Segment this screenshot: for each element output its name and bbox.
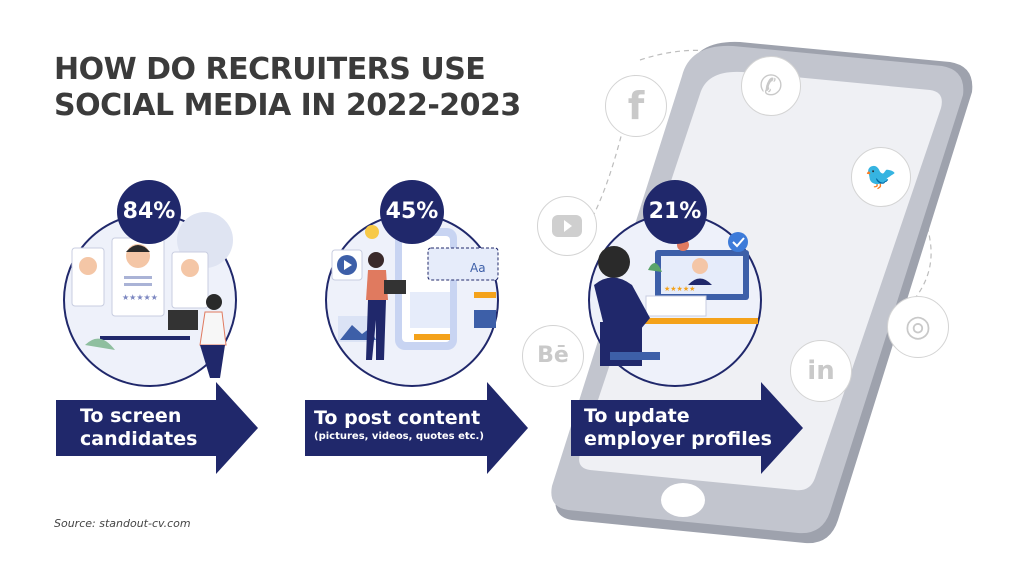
font-sample-text: Aa <box>470 261 486 275</box>
stars-text: ★★★★★ <box>122 293 158 302</box>
arrow-shape-3 <box>571 382 803 474</box>
source-note: Source: standout-cv.com <box>54 517 191 530</box>
arrow-2-subtext: (pictures, videos, quotes etc.) <box>314 431 484 442</box>
page-title: HOW DO RECRUITERS USE SOCIAL MEDIA IN 20… <box>54 52 614 124</box>
svg-text:★★★★★: ★★★★★ <box>664 285 695 293</box>
twitter-icon: 🐦 <box>851 147 911 207</box>
arrow-label-post-content: To post content (pictures, videos, quote… <box>314 407 484 444</box>
illustration-screen-candidates: ★★★★★ <box>63 212 237 387</box>
arrow-1-line-2: candidates <box>80 428 198 450</box>
arrow-label-update-profiles: To update employer profiles <box>584 405 772 451</box>
arrow-shape-2 <box>305 382 528 474</box>
percent-badge-update-profiles: 21% <box>643 180 707 244</box>
illustration-post-content: Aa <box>325 213 499 387</box>
arrow-1-line-1: To screen <box>80 405 182 427</box>
title-line-2: SOCIAL MEDIA IN 2022-2023 <box>54 88 521 123</box>
facebook-icon: f <box>605 75 667 137</box>
arrow-2-line-1: To post content <box>314 407 481 429</box>
youtube-play-icon <box>552 215 582 237</box>
arrow-3-line-2: employer profiles <box>584 428 772 450</box>
arrow-3-line-1: To update <box>584 405 690 427</box>
percent-badge-post-content: 45% <box>380 180 444 244</box>
youtube-icon <box>537 196 597 256</box>
arrow-label-screen-candidates: To screen candidates <box>80 405 197 451</box>
whatsapp-icon: ✆ <box>741 56 801 116</box>
instagram-icon: ◎ <box>887 296 949 358</box>
arrow-shape-1 <box>56 382 258 474</box>
behance-icon: Bē <box>522 325 584 387</box>
title-line-1: HOW DO RECRUITERS USE <box>54 52 486 87</box>
linkedin-icon: in <box>790 340 852 402</box>
percent-badge-screen-candidates: 84% <box>117 180 181 244</box>
